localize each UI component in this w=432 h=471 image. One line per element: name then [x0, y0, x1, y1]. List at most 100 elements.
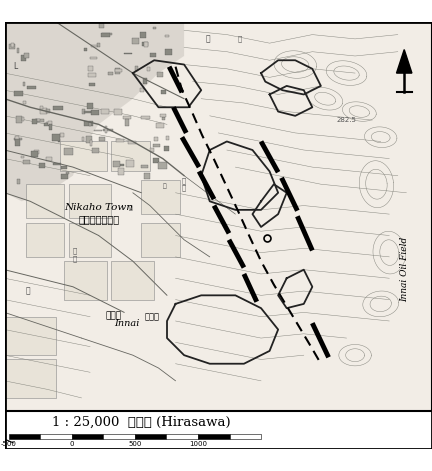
Bar [22, 117, 24, 121]
Bar [84, 121, 92, 126]
Bar [116, 139, 124, 142]
Bar [64, 148, 73, 154]
Bar [34, 150, 39, 154]
Bar [152, 144, 160, 147]
Bar [9, 434, 40, 439]
Bar [157, 72, 163, 77]
Bar [72, 434, 103, 439]
Bar [15, 138, 22, 140]
Bar [83, 48, 87, 51]
Bar [64, 261, 107, 300]
Text: 川: 川 [26, 286, 30, 296]
Bar [23, 101, 26, 104]
Bar [35, 119, 40, 121]
Bar [27, 86, 36, 89]
Polygon shape [5, 22, 184, 201]
Bar [60, 166, 67, 169]
Bar [15, 139, 20, 146]
Text: 川: 川 [205, 34, 210, 43]
Bar [32, 119, 37, 124]
Bar [160, 73, 162, 76]
Bar [66, 172, 69, 174]
Bar [161, 90, 165, 94]
Bar [111, 141, 150, 171]
Bar [82, 109, 85, 114]
Text: 282.5: 282.5 [337, 117, 356, 123]
Bar [150, 53, 156, 57]
Bar [86, 136, 92, 143]
Text: 500: 500 [128, 441, 142, 447]
Bar [40, 108, 48, 114]
Bar [165, 49, 172, 55]
Bar [101, 109, 109, 114]
Bar [147, 67, 149, 71]
Bar [22, 82, 25, 86]
Bar [144, 41, 148, 47]
Bar [160, 114, 166, 117]
Bar [135, 65, 138, 71]
Bar [69, 184, 111, 219]
Bar [105, 126, 107, 133]
Bar [53, 163, 61, 165]
Bar [158, 162, 167, 169]
Bar [140, 88, 144, 92]
Bar [39, 163, 45, 168]
Text: 川: 川 [238, 36, 242, 42]
Bar [144, 173, 150, 179]
Bar [94, 130, 102, 131]
Bar [91, 110, 99, 115]
Bar [99, 23, 104, 28]
Bar [141, 223, 180, 257]
Bar [88, 73, 96, 77]
Bar [162, 117, 165, 120]
Bar [141, 115, 150, 119]
Text: 堀
場: 堀 場 [182, 177, 186, 191]
Bar [91, 45, 97, 47]
Text: Innai: Innai [114, 318, 139, 328]
Bar [118, 168, 124, 175]
Bar [26, 223, 64, 257]
Bar [123, 116, 131, 119]
Bar [140, 32, 146, 38]
Bar [60, 141, 107, 171]
Text: 仁　賀　保　町: 仁 賀 保 町 [78, 214, 119, 224]
Bar [46, 122, 51, 125]
Bar [111, 261, 154, 300]
Bar [97, 43, 100, 47]
Bar [92, 148, 99, 153]
Bar [40, 434, 72, 439]
Bar [15, 136, 19, 141]
Bar [154, 137, 158, 141]
Bar [5, 359, 56, 398]
Bar [16, 116, 22, 122]
Bar [229, 434, 261, 439]
Bar [31, 151, 38, 157]
Bar [9, 44, 15, 49]
Bar [17, 179, 20, 184]
Bar [164, 146, 169, 152]
Bar [48, 121, 52, 125]
Bar [46, 109, 50, 113]
Bar [35, 119, 44, 122]
Bar [24, 53, 29, 58]
Bar [117, 163, 124, 166]
Bar [149, 147, 154, 152]
Bar [89, 82, 95, 86]
Bar [90, 57, 97, 59]
Text: 松: 松 [129, 205, 133, 211]
Polygon shape [397, 49, 412, 73]
Bar [142, 42, 148, 46]
Bar [69, 223, 111, 257]
Text: 院　内: 院 内 [105, 311, 122, 320]
Bar [53, 106, 63, 110]
Bar [113, 161, 120, 167]
Text: 杉
山: 杉 山 [73, 248, 77, 262]
Bar [165, 34, 169, 37]
Bar [82, 137, 84, 141]
Bar [115, 68, 120, 74]
Bar [88, 66, 93, 71]
Bar [89, 122, 92, 126]
Bar [11, 43, 14, 47]
Bar [26, 184, 64, 219]
Bar [87, 103, 93, 109]
